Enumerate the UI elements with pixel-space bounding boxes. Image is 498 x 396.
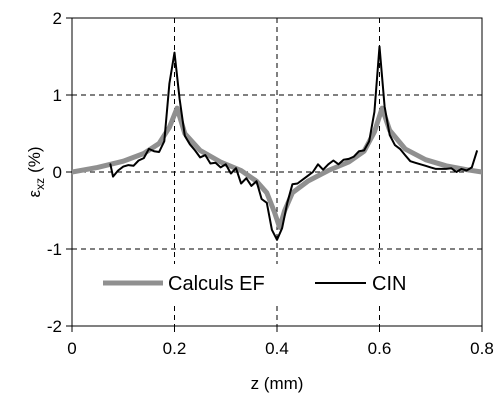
y-tick-label: 0 <box>53 163 62 182</box>
tick-labels: 0 0.2 0.4 0.6 0.8 -2 -1 0 1 2 <box>47 9 494 358</box>
y-axis-title-unit: (%) <box>25 146 44 172</box>
legend-label-calculs-ef: Calculs EF <box>168 273 265 295</box>
y-tick-label: 2 <box>53 9 62 28</box>
legend: Calculs EF CIN <box>94 264 446 302</box>
y-tick-label: -1 <box>47 240 62 259</box>
x-tick-label: 0 <box>67 339 76 358</box>
y-axis-title-main: ε <box>25 190 44 198</box>
legend-label-cin: CIN <box>372 273 406 295</box>
y-axis-title-subscript: xz <box>33 178 47 190</box>
x-tick-label: 0.4 <box>265 339 289 358</box>
x-tick-label: 0.8 <box>470 339 494 358</box>
x-tick-label: 0.6 <box>368 339 392 358</box>
y-axis-title: εxz (%) <box>25 146 47 197</box>
x-axis-title: z (mm) <box>251 374 304 393</box>
x-tick-label: 0.2 <box>163 339 187 358</box>
series-layer <box>72 45 482 241</box>
y-tick-label: -2 <box>47 317 62 336</box>
y-tick-label: 1 <box>53 86 62 105</box>
axis-ticks <box>66 17 483 332</box>
series-cin-line <box>109 45 478 241</box>
